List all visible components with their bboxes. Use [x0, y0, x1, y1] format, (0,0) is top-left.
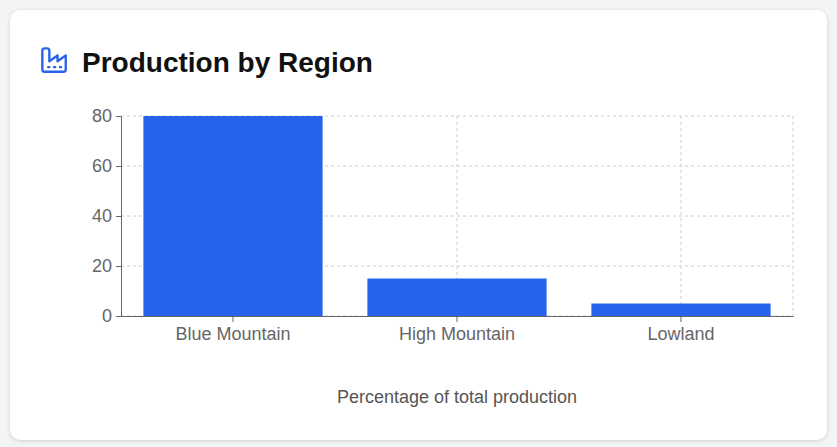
x-tick-label: High Mountain — [399, 324, 515, 344]
y-tick-mark — [116, 166, 121, 167]
y-tick: 80 — [92, 106, 121, 126]
x-tick-mark — [233, 316, 234, 322]
grid — [121, 116, 793, 316]
y-tick-mark — [116, 266, 121, 267]
y-tick-label: 80 — [92, 106, 112, 126]
x-tick: High Mountain — [399, 316, 515, 344]
y-tick: 20 — [92, 256, 121, 276]
bar — [591, 304, 770, 317]
x-axis: Blue Mountain High Mountain Lowland — [122, 316, 794, 344]
y-tick-label: 0 — [102, 306, 112, 326]
x-tick-mark — [457, 316, 458, 322]
x-tick-label: Blue Mountain — [175, 324, 290, 344]
y-tick-mark — [116, 316, 121, 317]
x-tick: Lowland — [647, 316, 714, 344]
y-tick-mark — [116, 116, 121, 117]
title-icon — [42, 48, 65, 71]
y-tick: 0 — [102, 306, 121, 326]
bars — [143, 116, 770, 316]
x-axis-title: Percentage of total production — [337, 387, 577, 407]
y-axis: 0 20 40 60 80 — [92, 106, 122, 326]
y-tick: 60 — [92, 156, 121, 176]
icon-path — [48, 66, 49, 68]
bar — [143, 116, 322, 316]
grid-border — [793, 116, 794, 316]
y-tick-label: 60 — [92, 156, 112, 176]
x-tick-label: Lowland — [647, 324, 714, 344]
bar — [367, 279, 546, 317]
y-tick-label: 40 — [92, 206, 112, 226]
x-tick-mark — [681, 316, 682, 322]
x-tick: Blue Mountain — [175, 316, 290, 344]
icon-path — [54, 66, 55, 68]
y-axis-line — [116, 117, 122, 317]
y-tick: 40 — [92, 206, 121, 226]
y-tick-mark — [116, 216, 121, 217]
grid-line-x — [681, 116, 682, 316]
icon-path — [42, 48, 65, 71]
chart: Production by Region 0 20 40 60 80 Blue Mounta… — [0, 0, 837, 447]
icon-path — [60, 66, 61, 68]
y-tick-label: 20 — [92, 256, 112, 276]
title: Production by Region — [82, 47, 373, 78]
